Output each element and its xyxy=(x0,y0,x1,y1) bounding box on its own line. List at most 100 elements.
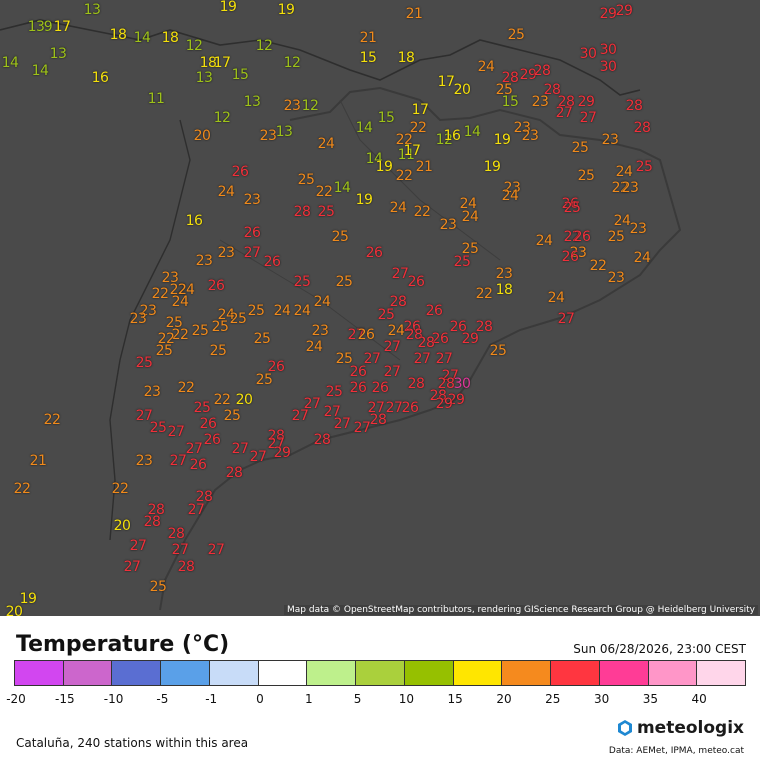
station-temperature[interactable]: 24 xyxy=(633,250,651,266)
station-temperature[interactable]: 16 xyxy=(185,213,203,229)
station-temperature[interactable]: 28 xyxy=(143,514,161,530)
station-temperature[interactable]: 26 xyxy=(449,319,467,335)
station-temperature[interactable]: 24 xyxy=(313,294,331,310)
station-temperature[interactable]: 18 xyxy=(495,282,513,298)
station-temperature[interactable]: 27 xyxy=(249,449,267,465)
station-temperature[interactable]: 28 xyxy=(633,120,651,136)
station-temperature[interactable]: 19 xyxy=(219,0,237,15)
station-temperature[interactable]: 12 xyxy=(213,110,231,126)
station-temperature[interactable]: 30 xyxy=(453,376,471,392)
station-temperature[interactable]: 24 xyxy=(171,294,189,310)
station-temperature[interactable]: 22 xyxy=(611,180,629,196)
station-temperature[interactable]: 24 xyxy=(461,209,479,225)
station-temperature[interactable]: 25 xyxy=(253,331,271,347)
station-temperature[interactable]: 15 xyxy=(501,94,519,110)
station-temperature[interactable]: 23 xyxy=(601,132,619,148)
station-temperature[interactable]: 27 xyxy=(363,351,381,367)
station-temperature[interactable]: 27 xyxy=(333,416,351,432)
station-temperature[interactable]: 22 xyxy=(315,184,333,200)
station-temperature[interactable]: 26 xyxy=(573,229,591,245)
station-temperature[interactable]: 20 xyxy=(453,82,471,98)
station-temperature[interactable]: 22 xyxy=(111,481,129,497)
station-temperature[interactable]: 22 xyxy=(43,412,61,428)
station-temperature[interactable]: 18 xyxy=(109,27,127,43)
station-temperature[interactable]: 26 xyxy=(365,245,383,261)
station-temperature[interactable]: 25 xyxy=(507,27,525,43)
station-temperature[interactable]: 25 xyxy=(165,315,183,331)
station-temperature[interactable]: 27 xyxy=(413,351,431,367)
station-temperature[interactable]: 24 xyxy=(293,303,311,319)
station-temperature[interactable]: 25 xyxy=(135,355,153,371)
station-temperature[interactable]: 24 xyxy=(459,196,477,212)
station-temperature[interactable]: 24 xyxy=(615,164,633,180)
station-temperature[interactable]: 26 xyxy=(243,225,261,241)
station-temperature[interactable]: 18 xyxy=(397,50,415,66)
station-temperature[interactable]: 28 xyxy=(195,489,213,505)
station-temperature[interactable]: 17 xyxy=(437,74,455,90)
station-temperature[interactable]: 26 xyxy=(189,457,207,473)
station-temperature[interactable]: 27 xyxy=(391,266,409,282)
station-temperature[interactable]: 23 xyxy=(259,128,277,144)
station-temperature[interactable]: 24 xyxy=(613,213,631,229)
station-temperature[interactable]: 27 xyxy=(435,351,453,367)
station-temperature[interactable]: 14 xyxy=(355,120,373,136)
station-temperature[interactable]: 13 xyxy=(83,2,101,18)
station-temperature[interactable]: 23 xyxy=(143,384,161,400)
station-temperature[interactable]: 28 xyxy=(167,526,185,542)
station-temperature[interactable]: 13 xyxy=(49,46,67,62)
station-temperature[interactable]: 14 xyxy=(133,30,151,46)
station-temperature[interactable]: 25 xyxy=(331,229,349,245)
station-temperature[interactable]: 15 xyxy=(231,67,249,83)
station-temperature[interactable]: 25 xyxy=(325,384,343,400)
station-temperature[interactable]: 27 xyxy=(353,420,371,436)
station-temperature[interactable]: 14 xyxy=(333,180,351,196)
station-temperature[interactable]: 25 xyxy=(571,140,589,156)
station-temperature[interactable]: 27 xyxy=(383,339,401,355)
station-temperature[interactable]: 13 xyxy=(27,19,45,35)
station-temperature[interactable]: 28 xyxy=(533,63,551,79)
station-temperature[interactable]: 26 xyxy=(357,327,375,343)
station-temperature[interactable]: 13 xyxy=(195,70,213,86)
station-temperature[interactable]: 18 xyxy=(199,55,217,71)
station-temperature[interactable]: 24 xyxy=(501,188,519,204)
station-temperature[interactable]: 30 xyxy=(599,59,617,75)
station-temperature[interactable]: 25 xyxy=(461,241,479,257)
station-temperature[interactable]: 25 xyxy=(563,200,581,216)
station-temperature[interactable]: 23 xyxy=(607,270,625,286)
station-temperature[interactable]: 28 xyxy=(501,70,519,86)
station-temperature[interactable]: 21 xyxy=(405,6,423,22)
station-temperature[interactable]: 26 xyxy=(267,359,285,375)
station-temperature[interactable]: 25 xyxy=(223,408,241,424)
station-temperature[interactable]: 27 xyxy=(579,110,597,126)
station-temperature[interactable]: 28 xyxy=(225,465,243,481)
station-temperature[interactable]: 23 xyxy=(161,270,179,286)
station-temperature[interactable]: 20 xyxy=(193,128,211,144)
station-temperature[interactable]: 24 xyxy=(177,282,195,298)
station-temperature[interactable]: 12 xyxy=(435,132,453,148)
station-temperature[interactable]: 17 xyxy=(213,55,231,71)
station-temperature[interactable]: 28 xyxy=(407,376,425,392)
station-temperature[interactable]: 22 xyxy=(151,286,169,302)
station-temperature[interactable]: 28 xyxy=(625,98,643,114)
station-temperature[interactable]: 28 xyxy=(267,428,285,444)
station-temperature[interactable]: 24 xyxy=(217,184,235,200)
station-temperature[interactable]: 28 xyxy=(557,94,575,110)
station-temperature[interactable]: 28 xyxy=(417,335,435,351)
station-temperature[interactable]: 25 xyxy=(149,579,167,595)
station-temperature[interactable]: 24 xyxy=(217,307,235,323)
station-temperature[interactable]: 27 xyxy=(383,364,401,380)
station-temperature[interactable]: 27 xyxy=(207,542,225,558)
station-temperature[interactable]: 27 xyxy=(231,441,249,457)
station-temperature[interactable]: 22 xyxy=(395,132,413,148)
station-temperature[interactable]: 23 xyxy=(311,323,329,339)
station-temperature[interactable]: 26 xyxy=(425,303,443,319)
station-temperature[interactable]: 27 xyxy=(291,408,309,424)
station-temperature[interactable]: 20 xyxy=(113,518,131,534)
station-temperature[interactable]: 14 xyxy=(365,151,383,167)
station-temperature[interactable]: 22 xyxy=(157,331,175,347)
station-temperature[interactable]: 27 xyxy=(303,396,321,412)
station-temperature[interactable]: 26 xyxy=(403,319,421,335)
station-temperature[interactable]: 30 xyxy=(579,46,597,62)
station-temperature[interactable]: 24 xyxy=(547,290,565,306)
station-temperature[interactable]: 25 xyxy=(377,307,395,323)
